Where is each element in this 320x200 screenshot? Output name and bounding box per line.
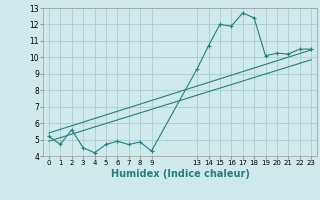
X-axis label: Humidex (Indice chaleur): Humidex (Indice chaleur) [111, 169, 249, 179]
